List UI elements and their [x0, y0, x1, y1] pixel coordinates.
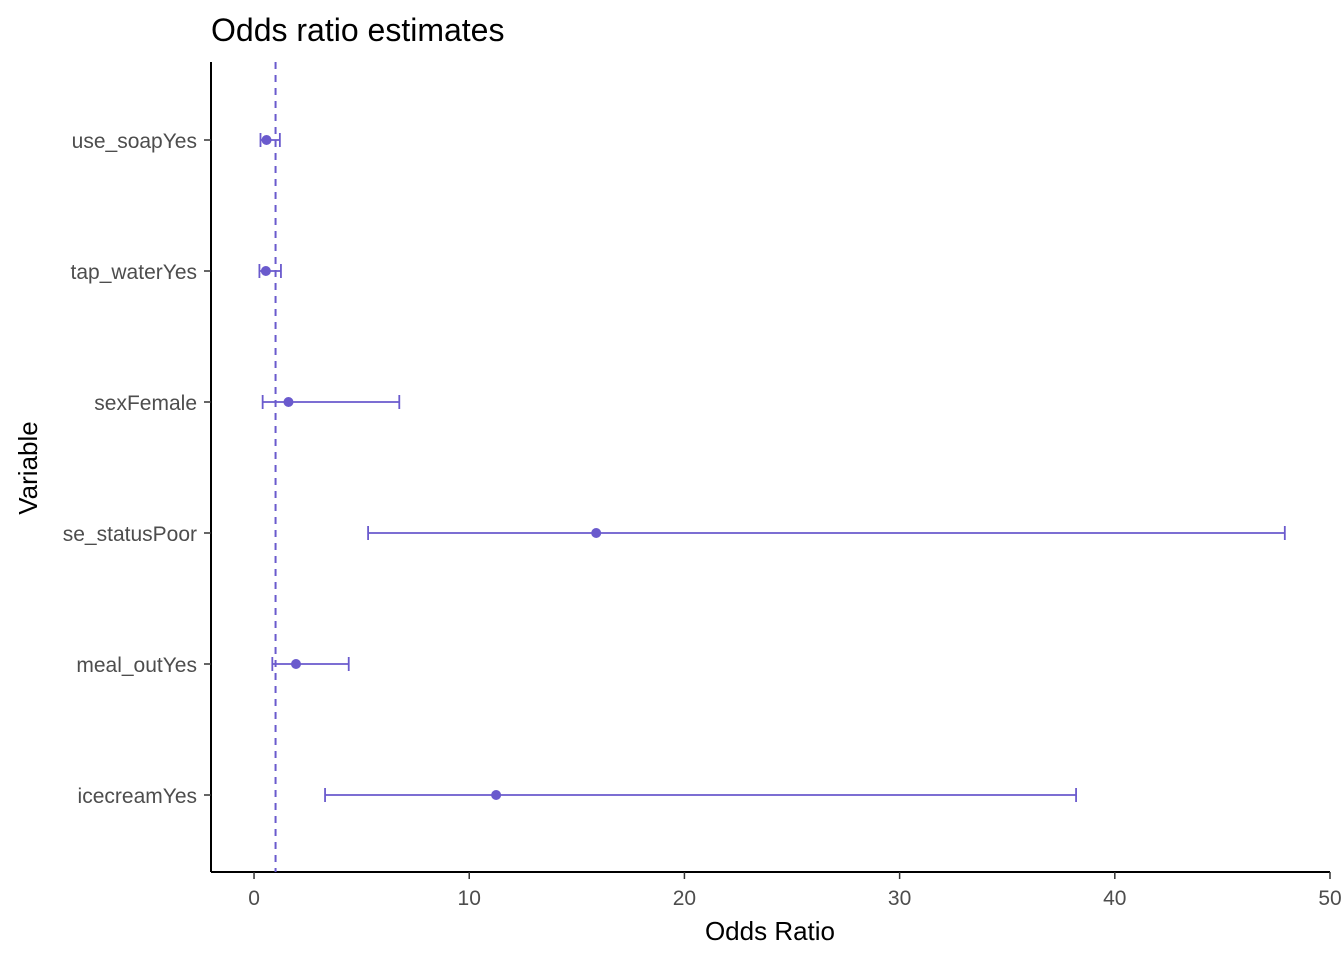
chart-title: Odds ratio estimates: [211, 12, 504, 48]
estimate-point: [591, 528, 602, 538]
x-tick-label: 50: [1318, 887, 1341, 910]
y-tick-label: tap_waterYes: [71, 261, 197, 284]
x-tick-label: 10: [458, 887, 481, 910]
estimate-point: [261, 135, 272, 145]
estimate-point: [291, 659, 302, 669]
y-tick-label: meal_outYes: [76, 654, 197, 677]
axes: 0 10 20 30 40 50 use_soapYes tap_waterYes sexFem…: [63, 62, 1342, 910]
estimate-point: [260, 266, 271, 276]
x-tick-label: 30: [888, 887, 911, 910]
x-axis-title: Odds Ratio: [705, 916, 835, 946]
y-tick-label: se_statusPoor: [63, 523, 197, 546]
y-tick-label: sexFemale: [94, 392, 197, 415]
estimate-point: [491, 790, 502, 800]
x-tick-label: 0: [248, 887, 260, 910]
marks: [258, 62, 1286, 872]
y-axis-title: Variable: [13, 421, 43, 514]
y-tick-label: icecreamYes: [78, 785, 197, 808]
x-tick-label: 40: [1103, 887, 1126, 910]
y-tick-label: use_soapYes: [72, 130, 197, 153]
x-tick-label: 20: [673, 887, 696, 910]
estimate-point: [283, 397, 294, 407]
